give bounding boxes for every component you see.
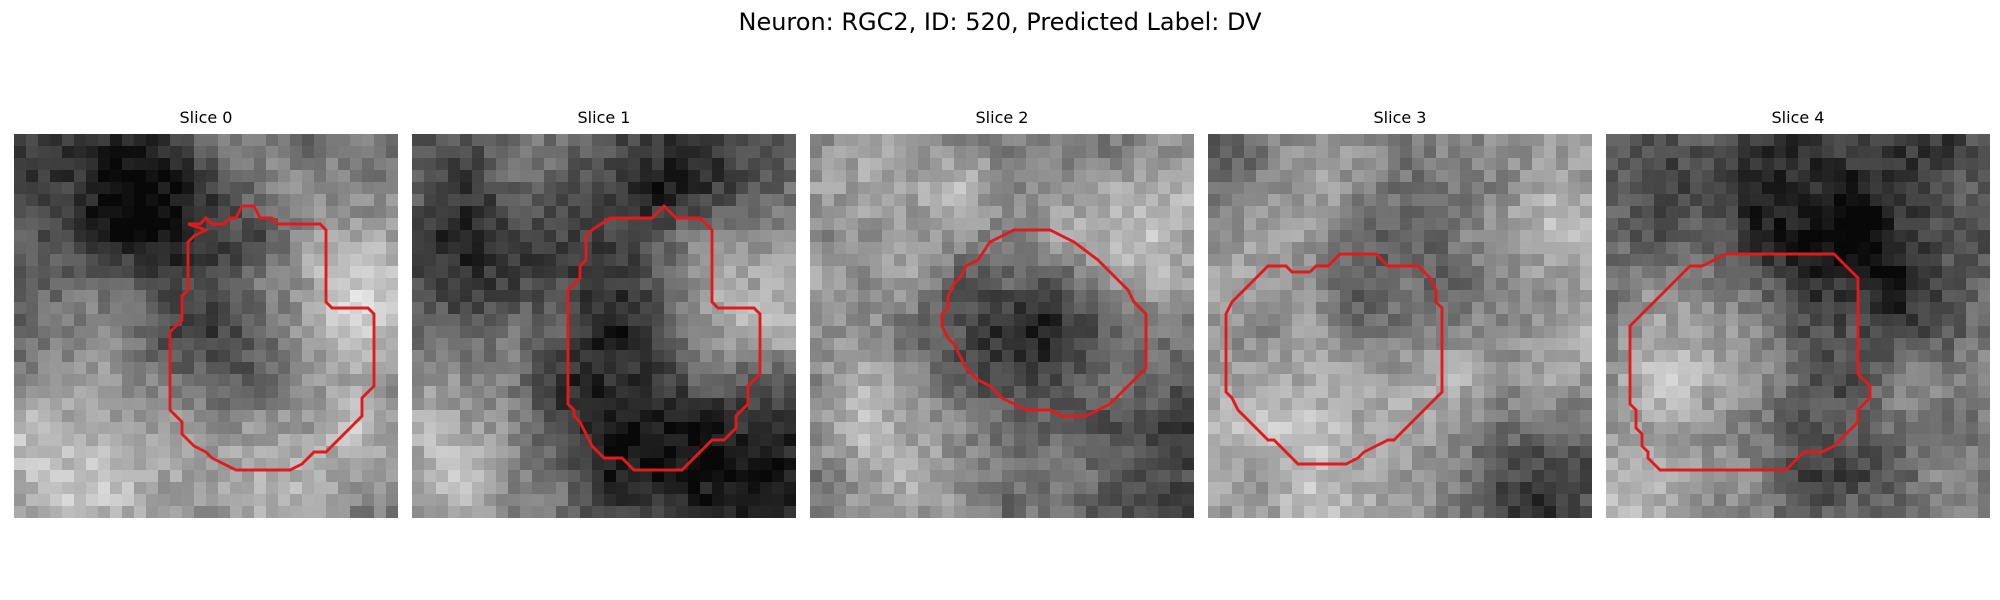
- neuron-contour-2: [940, 228, 1148, 418]
- neuron-contour-4: [1628, 252, 1872, 472]
- slice-panel-4: Slice 4: [1606, 108, 1990, 520]
- microscopy-pixels-1: [412, 134, 796, 518]
- neuron-contour-1: [566, 203, 762, 472]
- slice-title-0: Slice 0: [179, 108, 233, 127]
- microscopy-pixels-4: [1606, 134, 1990, 518]
- slice-panel-2: Slice 2: [810, 108, 1194, 520]
- microscopy-pixels-2: [810, 134, 1194, 518]
- slice-title-4: Slice 4: [1771, 108, 1825, 127]
- slice-image-4: [1606, 134, 1990, 518]
- slice-title-1: Slice 1: [577, 108, 631, 127]
- microscopy-pixels-3: [1208, 134, 1592, 518]
- slice-image-1: [412, 134, 796, 518]
- slice-image-2: [810, 134, 1194, 518]
- slice-panel-0: Slice 0: [14, 108, 398, 520]
- slice-title-3: Slice 3: [1373, 108, 1427, 127]
- slice-panel-1: Slice 1: [412, 108, 796, 520]
- slice-image-3: [1208, 134, 1592, 518]
- microscopy-pixels-0: [14, 134, 398, 518]
- neuron-contour-0: [168, 204, 376, 472]
- neuron-contour-3: [1224, 252, 1444, 466]
- slice-title-2: Slice 2: [975, 108, 1029, 127]
- slice-panel-3: Slice 3: [1208, 108, 1592, 520]
- figure-title: Neuron: RGC2, ID: 520, Predicted Label: …: [738, 8, 1262, 36]
- slice-image-0: [14, 134, 398, 518]
